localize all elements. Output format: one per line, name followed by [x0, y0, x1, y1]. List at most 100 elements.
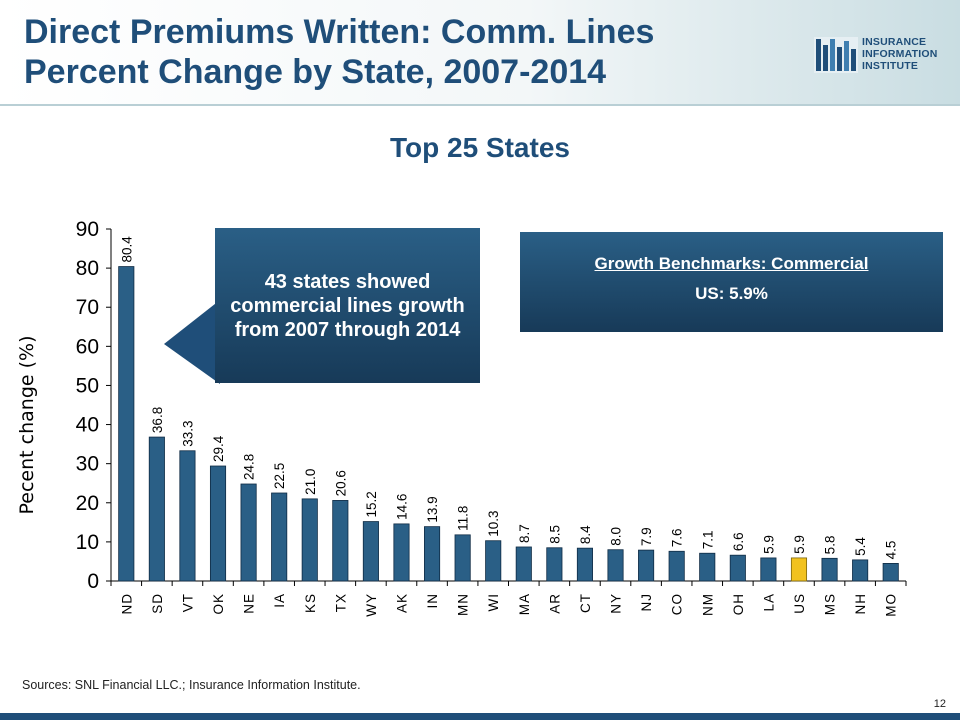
x-tick-label: IN — [425, 593, 440, 609]
x-tick-label: WI — [486, 593, 501, 612]
y-tick-label: 70 — [76, 296, 99, 319]
benchmark-value: US: 5.9% — [695, 284, 768, 303]
bar-us — [790, 557, 808, 582]
y-tick-label: 10 — [76, 531, 99, 554]
bar-ny — [607, 549, 624, 582]
bar-co — [668, 550, 685, 582]
callout-pointer-icon — [164, 300, 220, 384]
y-tick-label: 80 — [76, 257, 99, 280]
data-label: 21.0 — [303, 469, 318, 495]
x-tick-label: LA — [761, 593, 776, 612]
data-label: 33.3 — [180, 420, 195, 446]
x-tick-label: US — [792, 593, 807, 614]
logo-line: INFORMATION — [862, 48, 938, 60]
iii-logo-mark-icon — [814, 37, 858, 73]
x-tick-label: MN — [456, 593, 471, 616]
sources-note: Sources: SNL Financial LLC.; Insurance I… — [22, 678, 361, 692]
bar-sd — [148, 436, 165, 582]
x-tick-label: NH — [853, 593, 868, 615]
x-tick-label: SD — [150, 593, 165, 614]
data-label: 13.9 — [425, 496, 440, 522]
bar-ak — [393, 523, 410, 582]
bar-ne — [240, 483, 257, 582]
y-tick-label: 40 — [76, 414, 99, 437]
y-tick-label: 60 — [76, 335, 99, 358]
x-tick-label: ND — [119, 593, 134, 615]
y-tick-label: 20 — [76, 492, 99, 515]
bar-ar — [546, 547, 563, 582]
bar-nh — [852, 559, 869, 582]
bar-nj — [638, 549, 655, 582]
callout-text: 43 states showed commercial lines growth… — [230, 270, 465, 341]
y-tick-label: 50 — [76, 374, 99, 397]
x-tick-label: AR — [547, 593, 562, 614]
data-label: 6.6 — [731, 532, 746, 551]
x-tick-label: TX — [333, 593, 348, 612]
x-tick-label: OK — [211, 593, 226, 615]
bar-ok — [209, 465, 227, 582]
data-label: 15.2 — [364, 491, 379, 517]
bar-mo — [882, 563, 899, 582]
y-tick-label: 30 — [76, 453, 99, 476]
x-tick-label: MS — [823, 593, 838, 615]
y-axis-title: Pecent change (%) — [16, 336, 38, 515]
data-label: 5.4 — [853, 537, 868, 556]
bar-ia — [271, 492, 288, 582]
data-label: 8.0 — [609, 527, 624, 546]
slide-header: Direct Premiums Written: Comm. Lines Per… — [0, 0, 960, 106]
x-tick-label: VT — [180, 593, 195, 612]
bar-ma — [515, 546, 532, 582]
title-line-2: Percent Change by State, 2007-2014 — [24, 53, 607, 91]
data-label: 14.6 — [394, 494, 409, 520]
callout-box: 43 states showed commercial lines growth… — [215, 228, 480, 383]
benchmark-box: Growth Benchmarks: Commercial US: 5.9% — [520, 232, 943, 332]
data-label: 7.6 — [670, 528, 685, 547]
x-tick-label: NM — [700, 593, 715, 616]
bar-la — [760, 557, 777, 582]
bar-ks — [301, 498, 318, 582]
x-tick-label: AK — [394, 593, 409, 613]
bar-wi — [485, 540, 502, 582]
title-line-1: Direct Premiums Written: Comm. Lines — [24, 13, 655, 51]
x-tick-label: OH — [731, 593, 746, 615]
x-tick-label: IA — [272, 593, 287, 608]
slide-title: Direct Premiums Written: Comm. Lines Per… — [24, 12, 654, 92]
bar-vt — [179, 450, 196, 582]
data-label: 80.4 — [119, 236, 134, 263]
data-label: 4.5 — [884, 541, 899, 560]
bar-ms — [821, 557, 838, 582]
data-label: 5.9 — [761, 535, 776, 554]
bar-ct — [576, 547, 593, 582]
data-label: 36.8 — [150, 407, 165, 433]
x-tick-label: NJ — [639, 593, 654, 612]
logo-line: INSURANCE — [862, 36, 927, 48]
x-tick-label: KS — [303, 593, 318, 613]
bar-tx — [332, 500, 349, 582]
data-label: 5.9 — [792, 535, 807, 554]
benchmark-title: Growth Benchmarks: Commercial — [594, 254, 869, 273]
x-tick-label: NE — [242, 593, 257, 614]
bar-nd — [118, 266, 135, 582]
data-label: 7.9 — [639, 527, 654, 546]
y-tick-label: 90 — [76, 218, 99, 241]
bar-oh — [729, 554, 746, 582]
data-label: 5.8 — [823, 536, 838, 555]
data-label: 7.1 — [700, 530, 715, 549]
data-label: 8.7 — [517, 524, 532, 543]
data-label: 11.8 — [456, 506, 471, 531]
logo-text: INSURANCE INFORMATION INSTITUTE — [862, 36, 938, 72]
data-label: 20.6 — [333, 470, 348, 496]
footer-bar — [0, 713, 960, 720]
x-tick-label: WY — [364, 593, 379, 617]
page-number: 12 — [933, 698, 946, 710]
bar-nm — [699, 552, 716, 582]
data-label: 22.5 — [272, 463, 287, 489]
logo-line: INSTITUTE — [862, 60, 919, 72]
data-label: 24.8 — [242, 454, 257, 480]
data-label: 10.3 — [486, 510, 501, 536]
bar-wy — [362, 521, 379, 582]
chart-subtitle: Top 25 States — [390, 132, 570, 163]
bar-in — [424, 526, 441, 582]
x-tick-label: MA — [517, 593, 532, 615]
